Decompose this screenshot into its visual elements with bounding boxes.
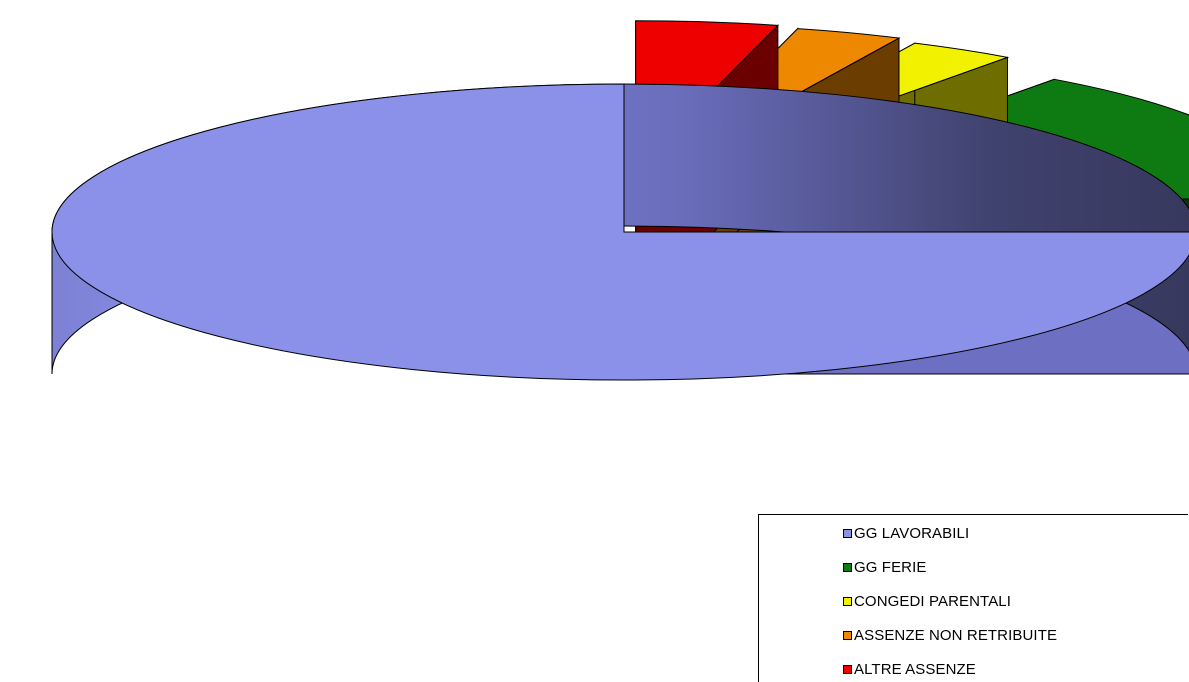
legend-item: CONGEDI PARENTALI [843, 591, 1011, 611]
legend-item: ALTRE ASSENZE [843, 659, 976, 679]
legend-swatch [843, 630, 852, 640]
legend-label: GG LAVORABILI [854, 524, 970, 542]
legend-swatch [843, 562, 852, 572]
legend-label: ASSENZE NON RETRIBUITE [854, 626, 1058, 644]
legend-swatch [843, 528, 852, 538]
legend-swatch [843, 664, 852, 674]
legend-label: ALTRE ASSENZE [854, 660, 976, 678]
legend-label: GG FERIE [854, 558, 927, 576]
slice-top [51, 83, 1189, 381]
legend-item: GG LAVORABILI [843, 523, 969, 543]
legend-item: GG FERIE [843, 557, 926, 577]
legend-item: ASSENZE NON RETRIBUITE [843, 625, 1057, 645]
legend: GG LAVORABILI GG FERIE CONGEDI PARENTALI… [758, 514, 1188, 682]
legend-swatch [843, 596, 852, 606]
pie-slice [51, 83, 1189, 381]
legend-label: CONGEDI PARENTALI [854, 592, 1012, 610]
